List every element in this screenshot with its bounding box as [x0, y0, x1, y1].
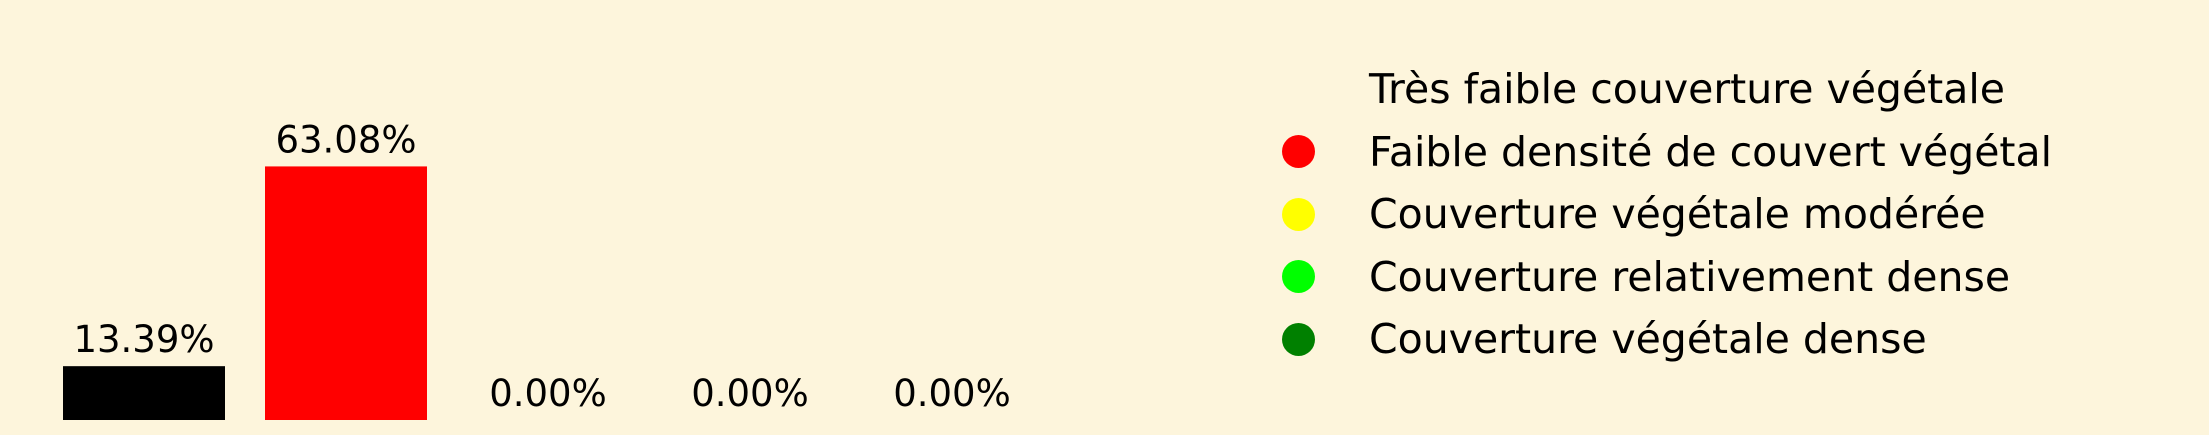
legend-label: Faible densité de couvert végétal — [1369, 127, 2053, 176]
legend-marker-0 — [1282, 73, 1315, 106]
legend-label: Couverture végétale modérée — [1369, 190, 1986, 239]
legend-item: Faible densité de couvert végétal — [1270, 121, 2052, 184]
bar-value-label-0: 13.39% — [73, 318, 214, 361]
bar-0 — [63, 366, 225, 420]
bar-value-label-3: 0.00% — [691, 372, 809, 415]
bar-value-label-4: 0.00% — [893, 372, 1011, 415]
legend-marker-1 — [1282, 135, 1315, 169]
bar-plot-area: 13.39% 63.08% 0.00% 0.00% 0.00% — [63, 118, 1011, 420]
legend-item: Très faible couverture végétale — [1270, 58, 2052, 121]
legend-marker-4 — [1282, 322, 1315, 356]
legend: Très faible couverture végétale Faible d… — [1270, 58, 2052, 371]
legend-marker-2 — [1282, 197, 1315, 231]
legend-label: Couverture végétale dense — [1369, 315, 1927, 364]
legend-item: Couverture végétale modérée — [1270, 183, 2052, 246]
bar-1 — [265, 166, 427, 420]
bar-value-label-2: 0.00% — [489, 372, 607, 415]
legend-label: Couverture relativement dense — [1369, 252, 2011, 301]
legend-item: Couverture relativement dense — [1270, 246, 2052, 309]
legend-marker-3 — [1282, 260, 1315, 294]
bar-value-label-1: 63.08% — [275, 118, 416, 161]
legend-label: Très faible couverture végétale — [1369, 65, 2006, 114]
legend-item: Couverture végétale dense — [1270, 308, 2052, 371]
